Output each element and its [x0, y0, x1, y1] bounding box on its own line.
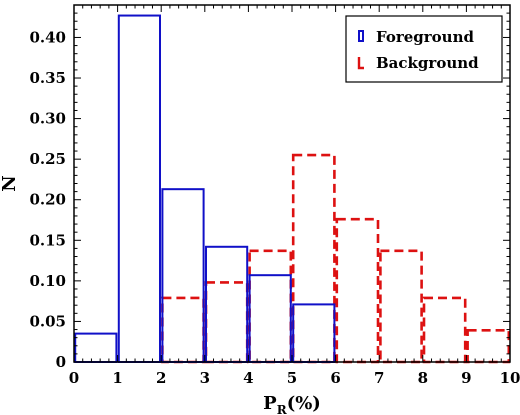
y-tick-label: 0.30 — [29, 110, 66, 128]
legend: Foreground Background — [345, 15, 503, 83]
x-tick-label: 9 — [461, 369, 471, 387]
background-bar — [335, 217, 380, 364]
x-axis-title-subscript: R — [277, 403, 288, 415]
x-tick-label: 2 — [156, 369, 166, 387]
background-bar — [379, 249, 423, 364]
x-tick-label: 4 — [243, 369, 253, 387]
legend-label-background: Background — [376, 54, 479, 72]
background-bar — [204, 281, 249, 364]
background-bar — [422, 296, 467, 364]
x-axis-title-suffix: (%) — [287, 393, 321, 414]
y-axis-title: N — [0, 175, 20, 191]
legend-marker-foreground — [358, 30, 364, 42]
background-bar — [248, 249, 293, 364]
background-bar — [161, 296, 205, 364]
x-tick-label: 7 — [374, 369, 384, 387]
x-tick-label: 10 — [500, 369, 520, 387]
y-tick-label: 0.10 — [29, 272, 66, 290]
x-axis-title-main: P — [263, 393, 277, 414]
x-tick-label: 8 — [418, 369, 428, 387]
foreground-bar — [205, 245, 249, 363]
x-tick-label: 6 — [330, 369, 340, 387]
background-bar — [291, 153, 336, 364]
y-tick-label: 0.20 — [29, 191, 66, 209]
legend-label-foreground: Foreground — [376, 28, 474, 46]
ticks-layer: 0 1 2 3 4 5 6 7 8 9 10 0 0.05 0.10 0.15 0.20 0.25 0.30 0.3… — [29, 4, 520, 387]
foreground-bar — [117, 14, 162, 363]
legend-marker-background — [357, 57, 364, 70]
x-tick-label: 0 — [69, 369, 79, 387]
y-tick-label: 0.25 — [29, 150, 66, 168]
x-tick-label: 3 — [200, 369, 210, 387]
y-tick-label: 0.40 — [29, 28, 66, 46]
y-tick-label: 0.15 — [29, 231, 66, 249]
y-tick-label: 0 — [56, 353, 66, 371]
x-tick-label: 1 — [112, 369, 122, 387]
foreground-bar — [248, 274, 292, 363]
foreground-bar — [292, 303, 336, 364]
legend-box — [345, 15, 503, 83]
background-bar — [466, 329, 511, 364]
y-tick-label: 0.35 — [29, 69, 66, 87]
y-tick-label: 0.05 — [29, 312, 66, 330]
x-tick-label: 5 — [287, 369, 297, 387]
x-axis-title: PR(%) — [263, 393, 321, 415]
foreground-bar — [161, 188, 205, 363]
foreground-bar — [74, 332, 118, 363]
